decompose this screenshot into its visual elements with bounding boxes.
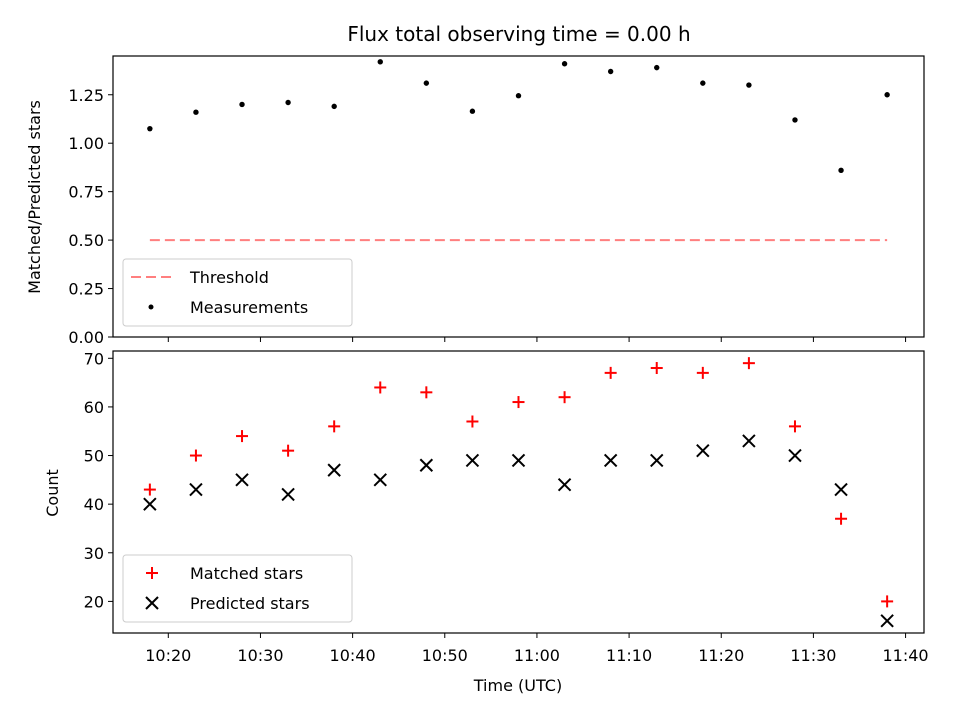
top-y-tick-label: 0.50: [68, 231, 104, 250]
top-axes-frame: [112, 55, 925, 338]
measurements-points: [147, 59, 890, 174]
legend-measurements-label: Measurements: [190, 298, 308, 317]
bottom-y-tick-label: 50: [84, 447, 104, 466]
predicted-star-point: [603, 453, 618, 468]
matched-star-point: [650, 362, 663, 375]
matched-star-point: [742, 357, 755, 370]
predicted-star-point: [143, 497, 157, 511]
bottom-y-tick-label: 60: [84, 398, 104, 417]
matched-star-point: [835, 512, 848, 525]
predicted-star-point: [419, 458, 434, 472]
top-legend-box: [122, 258, 353, 327]
measurement-point: [607, 68, 614, 75]
predicted-star-point: [834, 482, 848, 497]
measurement-point: [193, 109, 199, 115]
legend-predicted-label: Predicted stars: [190, 594, 310, 613]
predicted-star-point: [788, 448, 802, 463]
measurement-point: [792, 117, 798, 123]
legend-threshold-label: Threshold: [189, 268, 269, 287]
measurement-point: [331, 103, 337, 110]
measurement-point: [469, 108, 476, 114]
predicted-star-point: [880, 614, 894, 628]
matched-star-point: [143, 483, 156, 496]
top-y-axis-label: Matched/Predicted stars: [25, 100, 44, 294]
predicted-star-point: [281, 487, 295, 502]
bottom-y-tick-label: 70: [84, 349, 104, 368]
measurement-point: [423, 80, 430, 86]
bottom-x-ticks: 10:20 10:30 10:40 10:50 11:00 11:10 11:20 11:30…: [145, 633, 929, 665]
matched-star-point: [420, 386, 433, 399]
matched-star-point: [374, 381, 387, 394]
matched-star-point: [696, 366, 709, 379]
bottom-y-axis-label: Count: [43, 469, 62, 517]
top-x-ticks: [167, 337, 907, 342]
legend-measurements-swatch: [148, 304, 154, 310]
x-tick-label: 10:50: [422, 646, 468, 665]
x-tick-label: 10:40: [330, 646, 376, 665]
matched-star-point: [328, 420, 341, 433]
x-axis-label: Time (UTC): [473, 676, 562, 695]
predicted-star-point: [235, 473, 249, 487]
top-axes: 0.00 0.25 0.50 0.75 1.00 1.25 Matched/Predict…: [25, 55, 925, 347]
predicted-star-point: [327, 463, 341, 477]
top-legend: Threshold Measurements: [122, 258, 353, 327]
measurement-point: [700, 80, 706, 86]
bottom-y-tick-label: 30: [84, 544, 104, 563]
top-y-ticks: 0.00 0.25 0.50 0.75 1.00 1.25: [68, 86, 113, 347]
top-y-tick-label: 0.75: [68, 183, 104, 202]
top-y-tick-label: 0.00: [68, 328, 104, 347]
bottom-y-tick-label: 40: [84, 495, 104, 514]
predicted-star-point: [650, 453, 664, 468]
predicted-star-point: [742, 434, 756, 448]
bottom-axes-frame: [112, 350, 925, 634]
legend-matched-swatch: [146, 567, 158, 579]
matched-star-point: [512, 396, 525, 409]
predicted-star-point: [465, 453, 480, 468]
bottom-legend-box: [122, 554, 353, 623]
bottom-axes: 20 30 40 50 60 70 10:20 10:30 10:40 10:50 11:00 11…: [43, 349, 929, 695]
predicted-star-point: [373, 473, 387, 487]
measurement-point: [561, 61, 568, 67]
x-tick-label: 11:00: [514, 646, 560, 665]
x-tick-label: 11:30: [790, 646, 836, 665]
bottom-legend: Matched stars Predicted stars: [122, 554, 353, 623]
matched-star-point: [881, 595, 894, 608]
predicted-star-point: [511, 453, 526, 468]
top-y-tick-label: 0.25: [68, 280, 104, 299]
predicted-star-point: [557, 477, 572, 492]
matched-star-point: [558, 391, 571, 404]
measurement-point: [515, 93, 522, 99]
measurement-point: [654, 64, 660, 71]
predicted-star-point: [189, 482, 203, 497]
predicted-star-point: [696, 443, 710, 458]
bottom-y-ticks: 20 30 40 50 60 70: [84, 349, 113, 611]
top-y-tick-label: 1.00: [68, 134, 104, 153]
matched-star-point: [788, 420, 801, 433]
matched-star-point: [604, 366, 617, 379]
bottom-points: [143, 357, 894, 628]
x-tick-label: 11:20: [698, 646, 744, 665]
x-tick-label: 10:20: [145, 646, 191, 665]
measurement-point: [377, 59, 383, 65]
matched-star-point: [189, 449, 202, 462]
measurement-point: [239, 101, 245, 108]
x-tick-label: 10:30: [237, 646, 283, 665]
matched-star-point: [236, 430, 249, 443]
matched-star-point: [282, 444, 295, 457]
matched-star-point: [466, 415, 479, 428]
measurement-point: [285, 99, 291, 106]
x-tick-label: 11:40: [883, 646, 929, 665]
legend-matched-label: Matched stars: [190, 564, 303, 583]
chart-title: Flux total observing time = 0.00 h: [347, 22, 690, 46]
measurement-point: [838, 167, 844, 174]
measurement-point: [147, 125, 153, 132]
legend-predicted-swatch: [145, 596, 159, 610]
bottom-y-tick-label: 20: [84, 592, 104, 611]
x-tick-label: 11:10: [606, 646, 652, 665]
measurement-point: [884, 92, 890, 98]
top-y-tick-label: 1.25: [68, 86, 104, 105]
measurement-point: [746, 82, 752, 88]
